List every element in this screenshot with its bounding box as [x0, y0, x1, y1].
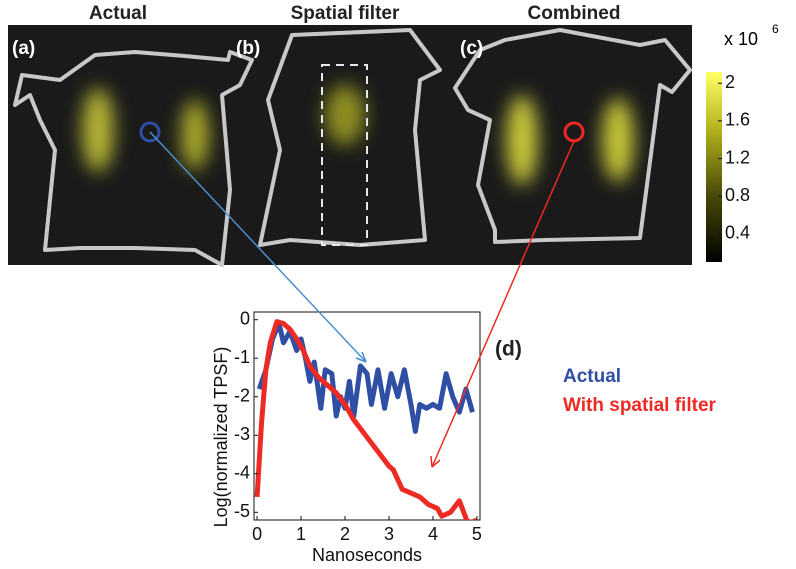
y-tick-label: 0 [240, 308, 250, 328]
y-tick-label: -5 [234, 501, 250, 521]
panel-title: Combined [528, 3, 621, 24]
panel-title: Spatial filter [291, 3, 400, 24]
panel-label: (a) [12, 38, 35, 59]
y-tick-label: -3 [234, 424, 250, 444]
x-tick-label: 4 [428, 524, 438, 544]
colorbar-exponent: 6 [772, 22, 779, 36]
y-tick-label: -1 [234, 347, 250, 367]
panel-label: (c) [460, 38, 483, 59]
panel-label: (b) [236, 38, 260, 59]
panel-title: Actual [89, 3, 147, 24]
colorbar-tick-label: 0.8 [725, 185, 750, 205]
legend-entry: With spatial filter [563, 395, 717, 416]
y-tick-label: -2 [234, 385, 250, 405]
x-tick-label: 2 [340, 524, 350, 544]
colorbar-tick-label: 2 [725, 72, 735, 92]
y-axis-label: Log(normalized TPSF) [211, 347, 231, 528]
colorbar-multiplier: x 10 [724, 29, 758, 49]
x-tick-label: 5 [472, 524, 482, 544]
plot-area [254, 312, 480, 520]
legend-entry: Actual [563, 366, 621, 387]
x-tick-label: 0 [252, 524, 262, 544]
x-axis-label: Nanoseconds [312, 545, 422, 565]
annotation: (d) [495, 338, 522, 361]
x-tick-label: 3 [384, 524, 394, 544]
colorbar-tick-label: 0.4 [725, 223, 750, 243]
colorbar-tick-label: 1.2 [725, 147, 750, 167]
colorbar-tick-label: 1.6 [725, 110, 750, 130]
y-tick-label: -4 [234, 463, 250, 483]
figure: Actual (a) Spatial filter (b) Combined (c) x … [0, 0, 796, 569]
x-tick-label: 1 [296, 524, 306, 544]
